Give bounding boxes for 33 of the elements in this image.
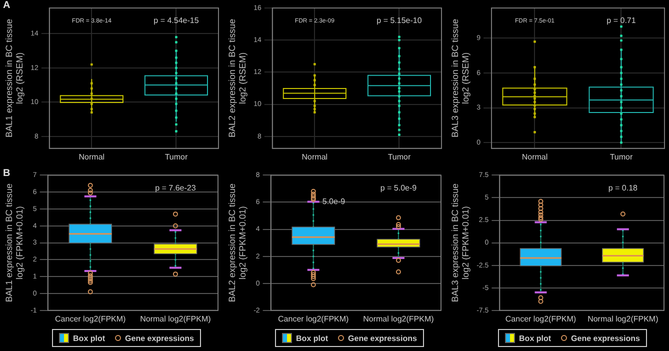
y-axis-title: BAL3 expression in BC tissue log2 (RSEM) <box>450 18 471 138</box>
x-tick-label: Cancer log2(FPKM) <box>55 314 126 324</box>
y-axis-title: BAL1 expression in BC tissue log2 (FPKM+0.01) <box>4 184 25 302</box>
x-tick-label: Normal <box>78 152 105 162</box>
annotation: p = 4.54e-15 <box>154 16 200 26</box>
x-tick-label: Normal log2(FPKM) <box>140 314 212 324</box>
x-tick-label: Tumor <box>610 152 633 162</box>
chart-title: B <box>3 168 10 179</box>
annotation: p = 5.15e-10 <box>376 16 422 26</box>
legend-label: Box plot <box>73 334 106 342</box>
annotation: p = 0.71 <box>606 16 636 26</box>
x-tick-label: Cancer log2(FPKM) <box>505 314 576 324</box>
y-axis-title: BAL2 expression in BC tissue log2 (RSEM) <box>226 18 248 138</box>
x-tick-label: Normal <box>302 152 328 162</box>
y-axis-title: BAL3 expression in BC tissue log2 (FPKM+0.01) <box>450 184 471 302</box>
legend-label: Gene expressions <box>571 334 640 342</box>
x-tick-label: Tumor <box>164 152 188 162</box>
x-tick-label: Tumor <box>388 152 411 162</box>
x-tick-label: Normal <box>522 152 548 162</box>
y-axis-title: BAL2 expression in BC tissue log2 (FPKM+0.01) <box>226 184 248 302</box>
annotation: 5.0e-9 <box>322 196 346 206</box>
legend-label: Box plot <box>519 334 552 342</box>
x-tick-label: Normal log2(FPKM) <box>363 314 434 324</box>
annotation: p = 7.6e-23 <box>155 183 196 192</box>
y-axis-title: BAL1 expression in BC tissue log2 (RSEM) <box>4 18 25 138</box>
legend-label: Gene expressions <box>125 334 194 342</box>
chart-title: A <box>3 0 10 11</box>
legend-label: Gene expressions <box>348 334 417 342</box>
x-tick-label: Normal log2(FPKM) <box>588 314 659 324</box>
annotation: p = 0.18 <box>608 183 638 192</box>
x-tick-label: Cancer log2(FPKM) <box>278 314 350 324</box>
annotation: p = 5.0e-9 <box>380 183 418 192</box>
legend-label: Box plot <box>296 334 328 342</box>
